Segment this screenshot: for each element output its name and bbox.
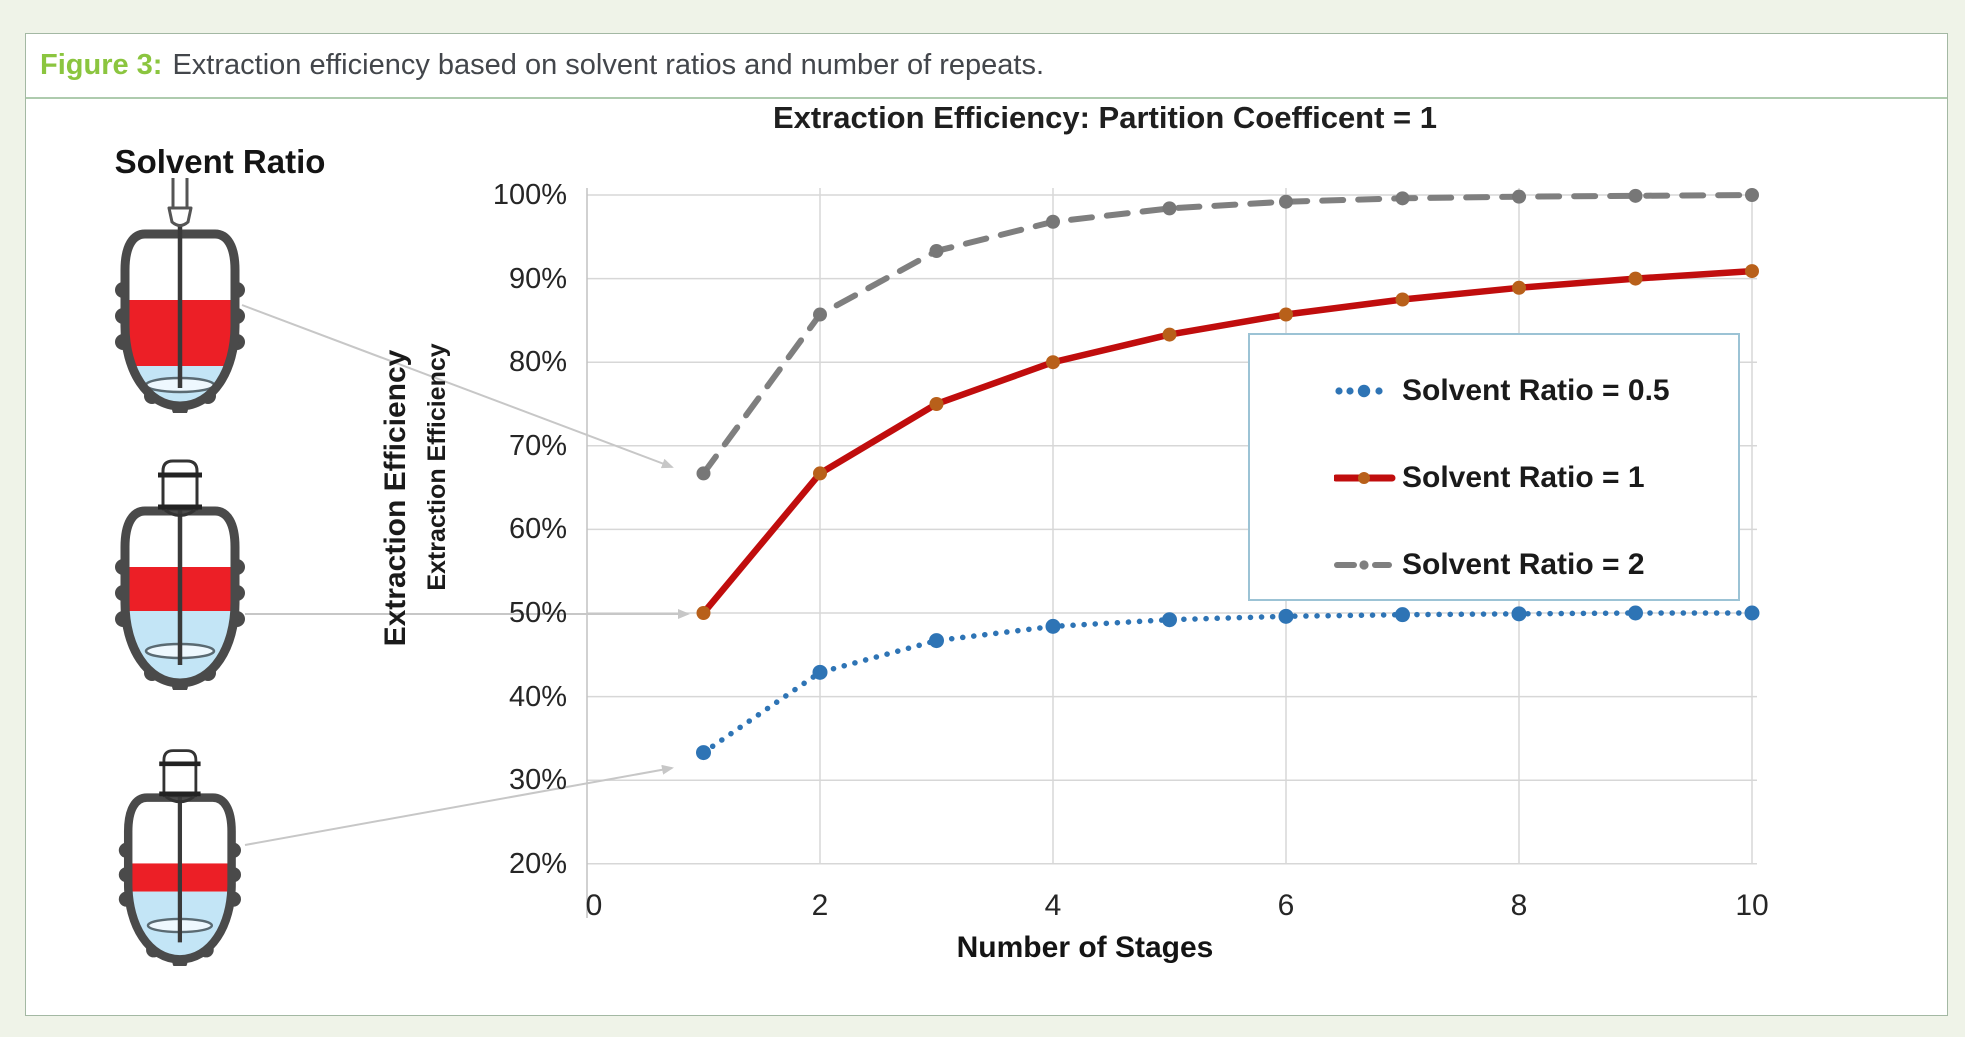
stirrer-motor xyxy=(161,459,199,511)
x-tick-label: 10 xyxy=(1735,889,1769,922)
figure-caption: Figure 3: Extraction efficiency based on … xyxy=(26,34,1947,99)
legend-label: Solvent Ratio = 1 xyxy=(1402,461,1645,494)
y-tick-label: 20% xyxy=(508,847,567,880)
dotted-line-sample-icon xyxy=(1335,384,1383,398)
x-tick-label: 0 xyxy=(585,889,603,922)
y-tick-label: 70% xyxy=(508,429,567,462)
vessel-outline xyxy=(120,506,240,688)
legend-item-solvent-ratio-1: Solvent Ratio = 1 xyxy=(1334,456,1645,500)
figure-caption-label: Figure 3: xyxy=(40,49,163,81)
y-axis-title: Extraction Efficiency xyxy=(379,349,412,647)
legend-label: Solvent Ratio = 0.5 xyxy=(1402,374,1670,407)
solid-line-sample-icon xyxy=(1334,472,1396,484)
vessel-solvent-ratio-1 xyxy=(115,459,245,690)
chart-legend: Solvent Ratio = 0.5 Solvent Ratio = 1 So… xyxy=(1248,333,1740,601)
y-tick-label: 80% xyxy=(508,346,567,379)
y-tick-label: 40% xyxy=(508,680,567,713)
vessel-solvent-ratio-0.5 xyxy=(118,749,241,966)
y-tick-label: 100% xyxy=(492,179,567,211)
x-tick-label: 8 xyxy=(1510,889,1528,922)
vessel-outline xyxy=(123,793,236,964)
figure-caption-text: Extraction efficiency based on solvent r… xyxy=(172,49,1045,81)
x-tick-label: 2 xyxy=(811,889,829,922)
legend-item-solvent-ratio-0.5: Solvent Ratio = 0.5 xyxy=(1334,369,1670,413)
vessel-outline xyxy=(120,229,240,411)
x-axis-title: Number of Stages xyxy=(956,931,1214,964)
vessel-solvent-ratio-2 xyxy=(115,178,245,413)
vessel-inlet-tube xyxy=(167,206,193,227)
vessel-panel-heading: Solvent Ratio xyxy=(114,143,326,180)
x-tick-label: 6 xyxy=(1277,889,1295,922)
dashed-line-sample-icon xyxy=(1334,560,1392,570)
x-tick-label: 4 xyxy=(1044,889,1062,922)
chart-title: Extraction Efficiency: Partition Coeffic… xyxy=(772,100,1438,135)
y-tick-label: 60% xyxy=(508,513,567,546)
legend-item-solvent-ratio-2: Solvent Ratio = 2 xyxy=(1334,543,1645,587)
legend-label: Solvent Ratio = 2 xyxy=(1402,548,1645,581)
y-tick-label: 30% xyxy=(508,764,567,797)
stirrer-motor xyxy=(162,749,198,798)
y-tick-label: 90% xyxy=(508,262,567,295)
y-tick-label: 50% xyxy=(508,597,567,629)
